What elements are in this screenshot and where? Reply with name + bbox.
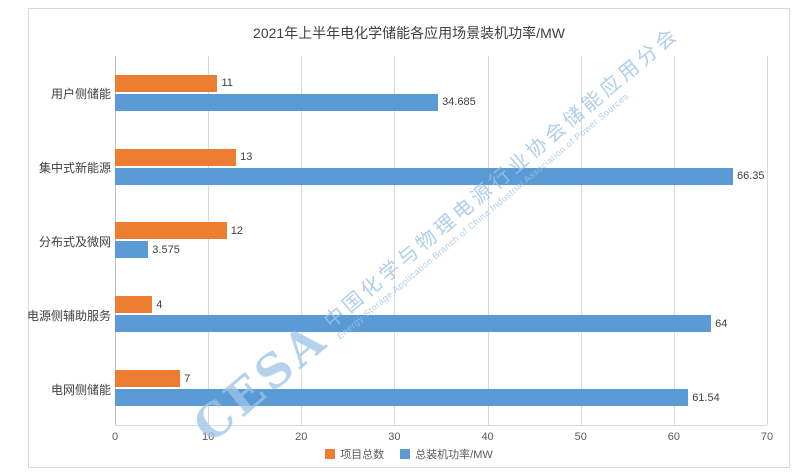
bar-row: 4 bbox=[115, 296, 767, 314]
y-axis-labels: 用户侧储能集中式新能源 分布式及微网电源侧辅助服务电网侧储能 bbox=[26, 56, 111, 426]
legend-label: 总装机功率/MW bbox=[415, 449, 493, 461]
bar-row: 64 bbox=[115, 315, 767, 333]
legend-item: 总装机功率/MW bbox=[400, 446, 493, 462]
bar-row: 66.35 bbox=[115, 167, 767, 185]
gridline bbox=[208, 56, 210, 425]
chart-title: 2021年上半年电化学储能各应用场景装机功率/MW bbox=[253, 25, 565, 41]
legend-swatch bbox=[400, 449, 411, 459]
bar-value-label: 66.35 bbox=[737, 170, 765, 183]
bar-value-label: 13 bbox=[240, 151, 253, 164]
power-bar bbox=[115, 315, 712, 333]
category-label: 电网侧储能 bbox=[50, 382, 111, 397]
bar-group: 7 61.54 bbox=[115, 351, 767, 425]
bar-group: 11 34.685 bbox=[115, 56, 767, 130]
x-tick-label: 10 bbox=[202, 431, 215, 443]
projects-bar bbox=[115, 370, 181, 388]
x-axis: 0 10 20 30 40 50 60 70 bbox=[111, 431, 773, 445]
gridline bbox=[487, 56, 489, 425]
projects-bar bbox=[115, 74, 218, 92]
gridline bbox=[115, 56, 116, 425]
bar-row: 7 bbox=[115, 370, 767, 388]
legend: 项目总数 总装机功率/MW bbox=[29, 446, 789, 462]
bar-group: 13 66.35 bbox=[115, 130, 767, 204]
bar-row: 34.685 bbox=[115, 93, 767, 111]
category-label: 分布式及微网 bbox=[38, 234, 111, 249]
power-bar bbox=[115, 167, 733, 185]
x-tick-label: 40 bbox=[481, 431, 494, 443]
x-tick-label: 0 bbox=[111, 431, 119, 443]
bar-group: 12 3.575 bbox=[115, 204, 767, 278]
x-tick-label: 30 bbox=[388, 431, 401, 443]
x-tick-label: 20 bbox=[295, 431, 308, 443]
gridline bbox=[673, 56, 675, 425]
bar-value-label: 64 bbox=[715, 317, 728, 330]
gridline bbox=[767, 56, 768, 425]
bar-row: 12 bbox=[115, 222, 767, 240]
x-tick-label: 60 bbox=[667, 431, 680, 443]
bar-row: 61.54 bbox=[115, 389, 767, 407]
power-bar bbox=[115, 389, 689, 407]
bar-value-label: 61.54 bbox=[692, 391, 720, 404]
category-label: 集中式新能源 bbox=[38, 160, 111, 175]
x-tick-label: 70 bbox=[760, 431, 774, 443]
bar-row: 3.575 bbox=[115, 241, 767, 259]
plot-area: 11 34.685 13 66.35 12 3.575 4 64 7 61.54 bbox=[115, 56, 768, 426]
projects-bar bbox=[115, 222, 227, 240]
power-bar bbox=[115, 93, 439, 111]
bar-row: 13 bbox=[115, 148, 767, 166]
legend-swatch bbox=[325, 449, 336, 459]
bar-value-label: 12 bbox=[230, 224, 244, 237]
x-tick-label: 50 bbox=[574, 431, 587, 443]
chart-container: 2021年上半年电化学储能各应用场景装机功率/MW 用户侧储能集中式新能源 分布式… bbox=[26, 8, 790, 468]
projects-bar bbox=[115, 148, 237, 166]
gridline bbox=[394, 56, 396, 425]
gridline bbox=[580, 56, 582, 425]
bar-value-label: 34.685 bbox=[442, 96, 476, 109]
bar-value-label: 3.575 bbox=[152, 243, 180, 256]
bar-row: 11 bbox=[115, 74, 767, 92]
category-label: 电源侧辅助服务 bbox=[26, 308, 111, 323]
bar-value-label: 7 bbox=[184, 372, 191, 385]
bar-group: 4 64 bbox=[115, 277, 767, 351]
legend-label: 项目总数 bbox=[340, 449, 385, 461]
gridline bbox=[301, 56, 303, 425]
bar-value-label: 11 bbox=[221, 77, 233, 90]
legend-item: 项目总数 bbox=[325, 446, 384, 462]
bar-value-label: 4 bbox=[156, 298, 163, 311]
projects-bar bbox=[115, 296, 153, 314]
power-bar bbox=[115, 241, 149, 259]
bar-groups: 11 34.685 13 66.35 12 3.575 4 64 7 61.54 bbox=[115, 56, 767, 425]
category-label: 用户侧储能 bbox=[50, 86, 111, 101]
